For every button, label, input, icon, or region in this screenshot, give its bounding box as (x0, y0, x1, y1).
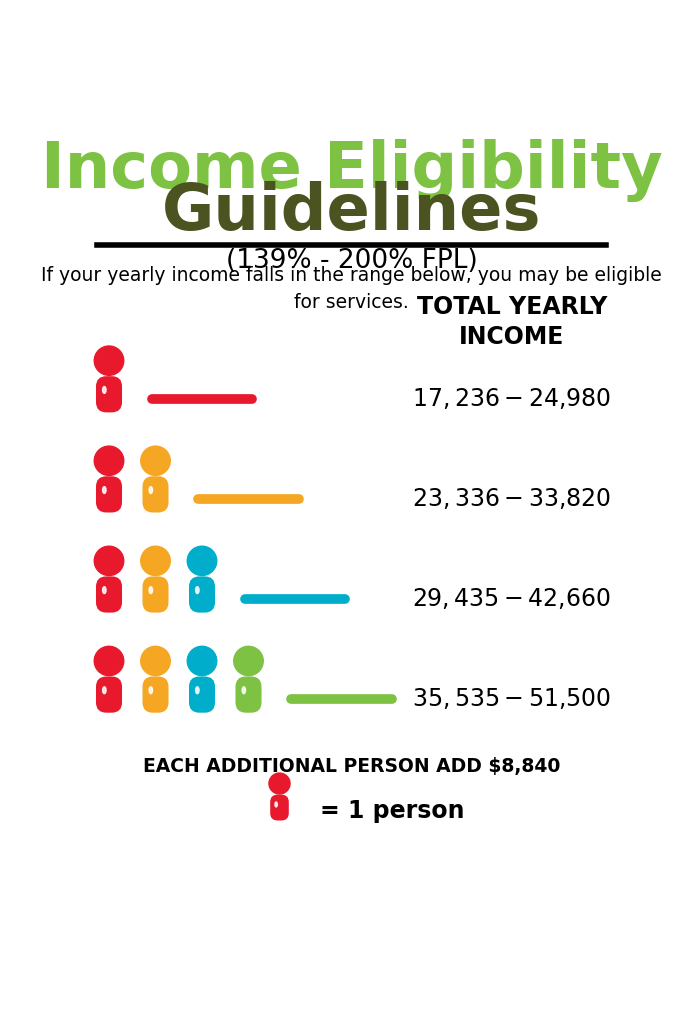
Circle shape (94, 346, 123, 376)
Ellipse shape (196, 587, 199, 594)
Text: $17, 236 - $24,980: $17, 236 - $24,980 (412, 386, 611, 412)
FancyBboxPatch shape (189, 677, 215, 713)
Text: (139% - 200% FPL): (139% - 200% FPL) (226, 249, 477, 274)
Circle shape (141, 546, 170, 575)
FancyBboxPatch shape (143, 476, 169, 512)
Text: $23,336 - $33,820: $23,336 - $33,820 (412, 486, 611, 511)
Text: $29,435 - $42,660: $29,435 - $42,660 (412, 587, 611, 611)
Circle shape (187, 646, 217, 676)
Text: Income Eligibility: Income Eligibility (40, 139, 663, 202)
Circle shape (269, 773, 290, 794)
FancyBboxPatch shape (143, 577, 169, 612)
Circle shape (141, 446, 170, 475)
Text: $35,535 - $51,500: $35,535 - $51,500 (412, 686, 611, 712)
Text: TOTAL YEARLY
INCOME: TOTAL YEARLY INCOME (417, 296, 607, 349)
Circle shape (234, 646, 263, 676)
FancyBboxPatch shape (96, 376, 122, 413)
Circle shape (94, 446, 123, 475)
Circle shape (94, 646, 123, 676)
Ellipse shape (149, 687, 152, 693)
FancyBboxPatch shape (235, 677, 261, 713)
Ellipse shape (275, 802, 277, 807)
Ellipse shape (149, 587, 152, 594)
Text: EACH ADDITIONAL PERSON ADD $8,840: EACH ADDITIONAL PERSON ADD $8,840 (143, 757, 560, 776)
FancyBboxPatch shape (270, 795, 289, 820)
Ellipse shape (196, 687, 199, 693)
Circle shape (141, 646, 170, 676)
Ellipse shape (103, 486, 106, 494)
FancyBboxPatch shape (143, 677, 169, 713)
FancyBboxPatch shape (96, 476, 122, 512)
FancyBboxPatch shape (96, 677, 122, 713)
Ellipse shape (149, 486, 152, 494)
FancyBboxPatch shape (189, 577, 215, 612)
Ellipse shape (103, 687, 106, 693)
Ellipse shape (242, 687, 246, 693)
Text: = 1 person: = 1 person (320, 799, 464, 822)
Ellipse shape (103, 386, 106, 393)
Circle shape (94, 546, 123, 575)
FancyBboxPatch shape (96, 577, 122, 612)
Text: Guidelines: Guidelines (162, 181, 541, 244)
Ellipse shape (103, 587, 106, 594)
Circle shape (187, 546, 217, 575)
Text: If your yearly income falls in the range below, you may be eligible
for services: If your yearly income falls in the range… (41, 266, 662, 312)
